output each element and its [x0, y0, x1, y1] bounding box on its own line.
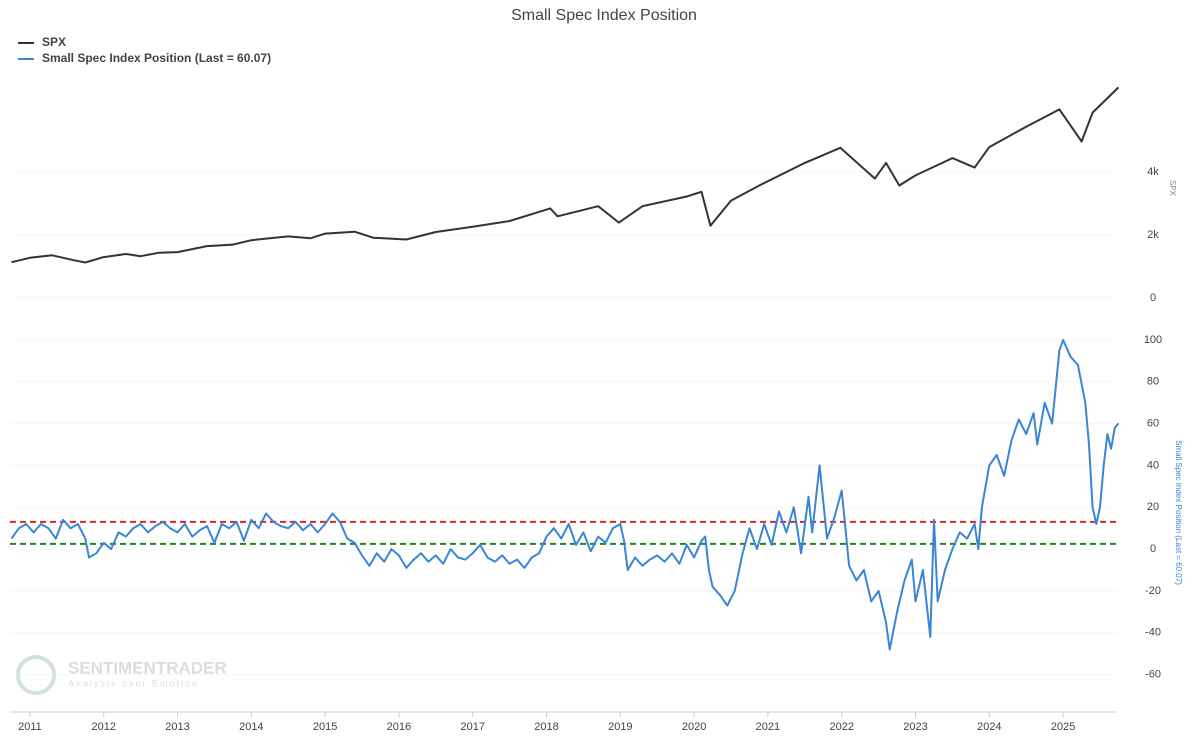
- x-tick-label: 2021: [756, 721, 780, 733]
- y-tick-label: 40: [1147, 459, 1159, 471]
- y-tick-label: 2k: [1147, 229, 1159, 241]
- x-tick-label: 2016: [387, 721, 411, 733]
- series-line: [10, 338, 1120, 651]
- y-tick-label: -40: [1145, 627, 1161, 639]
- x-tick-label: 2025: [1051, 721, 1075, 733]
- x-tick-label: 2024: [977, 721, 1001, 733]
- y-tick-label: 0: [1150, 292, 1156, 304]
- watermark-tagline: Analysis over Emotion: [68, 678, 199, 688]
- x-tick-label: 2011: [18, 721, 42, 733]
- x-tick-label: 2019: [608, 721, 632, 733]
- legend-label[interactable]: SPX: [42, 35, 66, 49]
- x-tick-label: 2013: [165, 721, 189, 733]
- x-tick-label: 2023: [903, 721, 927, 733]
- x-tick-label: 2020: [682, 721, 706, 733]
- x-tick-label: 2022: [829, 721, 853, 733]
- x-tick-label: 2017: [460, 721, 484, 733]
- y-tick-label: -60: [1145, 669, 1161, 681]
- y-tick-label: 4k: [1147, 166, 1159, 178]
- x-tick-label: 2014: [239, 721, 263, 733]
- legend-label[interactable]: Small Spec Index Position (Last = 60.07): [42, 51, 271, 65]
- watermark-text: SENTIMENTRADER: [68, 658, 227, 677]
- y-tick-label: 0: [1150, 543, 1156, 555]
- series-line: [11, 86, 1120, 264]
- chart-title: Small Spec Index Position: [511, 7, 697, 24]
- x-tick-label: 2012: [91, 721, 115, 733]
- y-axis-title: SPX: [1168, 180, 1177, 197]
- y-tick-label: 100: [1144, 334, 1162, 346]
- x-tick-label: 2018: [534, 721, 558, 733]
- y-tick-label: 80: [1147, 376, 1159, 388]
- x-tick-label: 2015: [313, 721, 337, 733]
- y-axis-title: Small Spec Index Position (Last = 60.07): [1174, 440, 1183, 585]
- y-tick-label: 20: [1147, 501, 1159, 513]
- y-tick-label: 60: [1147, 418, 1159, 430]
- y-tick-label: -20: [1145, 585, 1161, 597]
